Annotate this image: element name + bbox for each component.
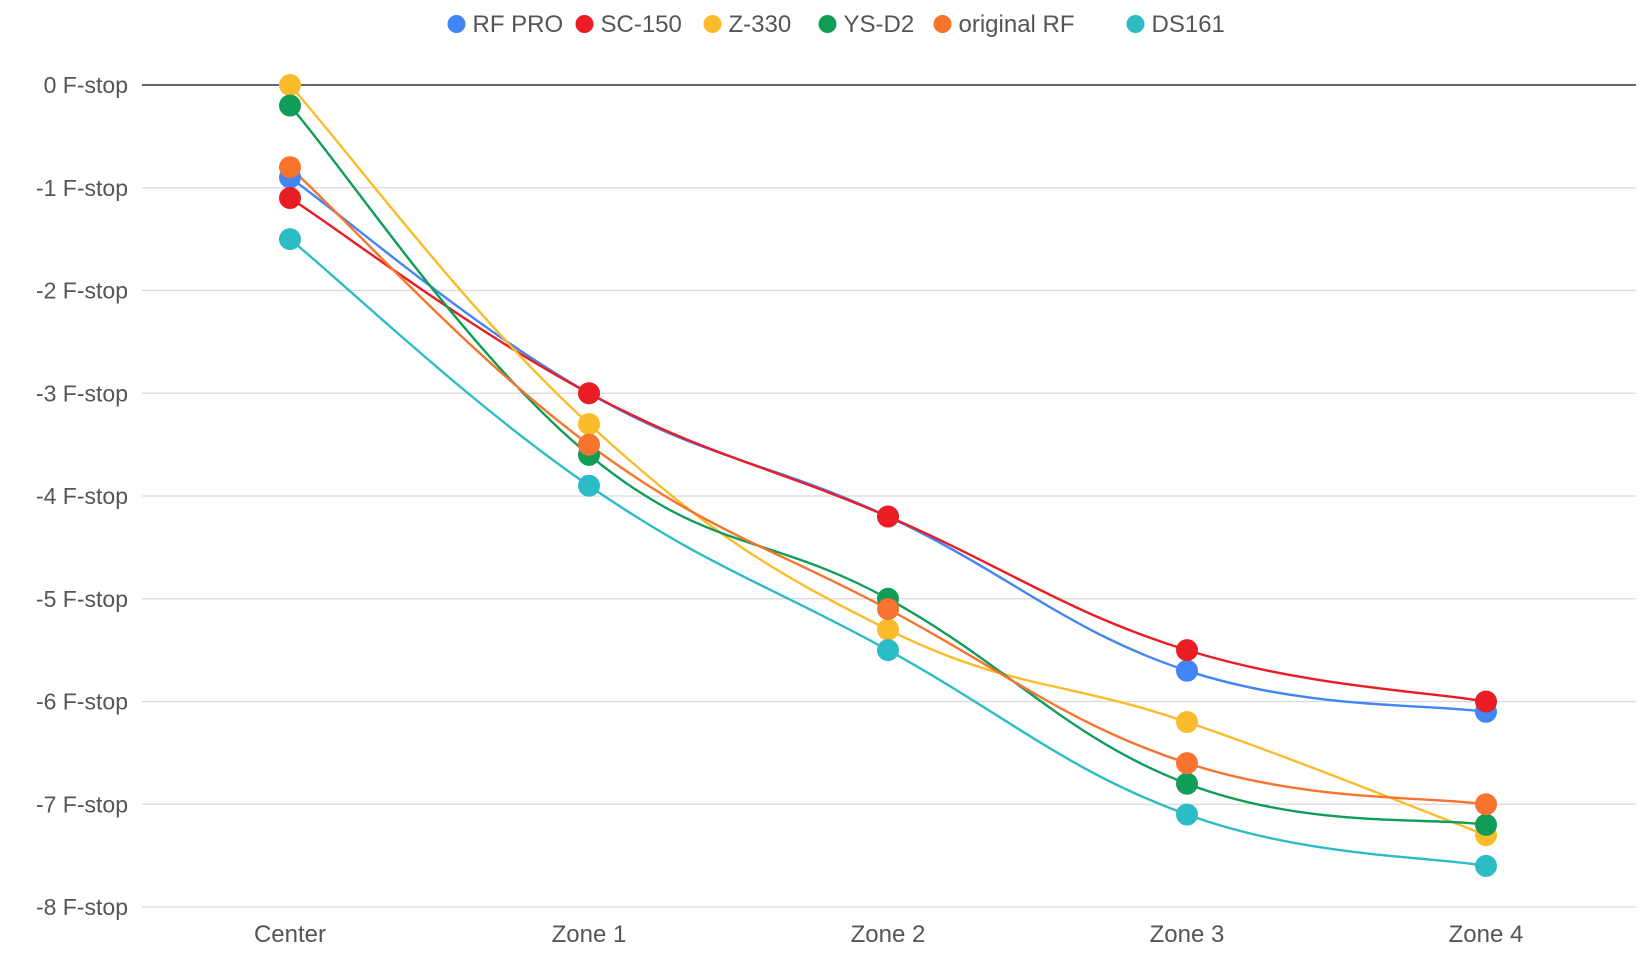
grid-lines bbox=[142, 84, 1636, 908]
data-point-sc-150 bbox=[1176, 639, 1198, 662]
data-point-z-330 bbox=[279, 74, 301, 96]
x-tick-label: Center bbox=[254, 921, 326, 948]
data-point-original-rf bbox=[279, 156, 301, 179]
y-tick-label: -8 F-stop bbox=[36, 894, 128, 920]
legend-marker bbox=[1126, 15, 1145, 33]
data-point-ys-d2 bbox=[1475, 813, 1497, 836]
y-tick-label: -2 F-stop bbox=[36, 278, 128, 304]
y-tick-label: -7 F-stop bbox=[36, 791, 128, 817]
legend-label: RF PRO bbox=[473, 11, 564, 38]
series-points bbox=[279, 74, 1497, 877]
data-point-rf-pro bbox=[1176, 659, 1198, 682]
data-point-ys-d2 bbox=[279, 94, 301, 117]
series-line-z-330 bbox=[289, 84, 1487, 837]
data-point-original-rf bbox=[1475, 793, 1497, 816]
y-tick-label: -1 F-stop bbox=[36, 175, 128, 201]
data-point-sc-150 bbox=[279, 187, 301, 210]
data-point-z-330 bbox=[1176, 711, 1198, 734]
data-point-sc-150 bbox=[877, 505, 899, 528]
legend-marker bbox=[447, 15, 466, 33]
legend-label: SC-150 bbox=[601, 11, 682, 38]
data-point-ds161 bbox=[1475, 854, 1497, 877]
data-point-sc-150 bbox=[578, 382, 600, 405]
legend-item: original RF bbox=[933, 11, 1075, 38]
legend-label: YS-D2 bbox=[844, 11, 915, 38]
y-tick-label: -4 F-stop bbox=[36, 483, 128, 509]
data-point-original-rf bbox=[877, 598, 899, 621]
legend-item: DS161 bbox=[1126, 11, 1225, 38]
y-tick-label: -6 F-stop bbox=[36, 689, 128, 715]
x-axis: Center Zone 1 Zone 2 Zone 3 Zone 4 bbox=[254, 921, 1523, 948]
x-tick-label: Zone 4 bbox=[1449, 921, 1524, 948]
data-point-original-rf bbox=[578, 433, 600, 456]
y-axis: 0 F-stop -1 F-stop -2 F-stop -3 F-stop -4 F-… bbox=[36, 72, 128, 920]
legend-marker bbox=[575, 15, 594, 33]
data-point-ys-d2 bbox=[1176, 772, 1198, 795]
legend: RF PRO SC-150 Z-330 YS-D2 original RF DS161 bbox=[447, 11, 1225, 38]
legend-label: Z-330 bbox=[729, 11, 792, 38]
legend-marker bbox=[818, 15, 837, 33]
y-tick-label: -3 F-stop bbox=[36, 380, 128, 406]
legend-marker bbox=[933, 15, 952, 33]
data-point-sc-150 bbox=[1475, 690, 1497, 713]
data-point-ds161 bbox=[279, 228, 301, 251]
x-tick-label: Zone 1 bbox=[552, 921, 627, 948]
legend-label: original RF bbox=[959, 11, 1075, 38]
legend-label: DS161 bbox=[1152, 11, 1225, 38]
data-point-z-330 bbox=[877, 618, 899, 641]
series-line-original-rf bbox=[289, 166, 1487, 806]
x-tick-label: Zone 2 bbox=[851, 921, 926, 948]
data-point-original-rf bbox=[1176, 752, 1198, 775]
legend-marker bbox=[703, 15, 722, 33]
y-tick-label: 0 F-stop bbox=[44, 72, 128, 98]
legend-item: Z-330 bbox=[703, 11, 792, 38]
data-point-ds161 bbox=[877, 639, 899, 662]
data-point-ds161 bbox=[578, 474, 600, 497]
data-point-ds161 bbox=[1176, 803, 1198, 826]
data-point-z-330 bbox=[578, 413, 600, 436]
legend-item: RF PRO bbox=[447, 11, 564, 38]
legend-item: YS-D2 bbox=[818, 11, 915, 38]
series-lines bbox=[289, 84, 1487, 868]
legend-item: SC-150 bbox=[575, 11, 682, 38]
y-tick-label: -5 F-stop bbox=[36, 586, 128, 612]
series-line-ys-d2 bbox=[289, 104, 1487, 826]
x-tick-label: Zone 3 bbox=[1150, 921, 1225, 948]
